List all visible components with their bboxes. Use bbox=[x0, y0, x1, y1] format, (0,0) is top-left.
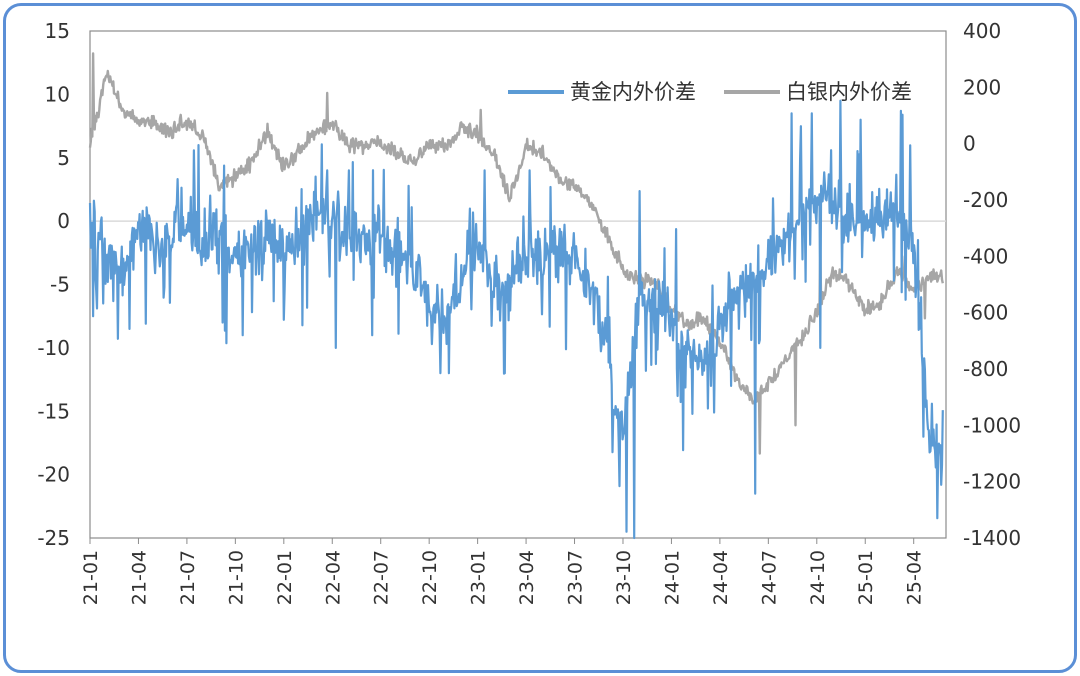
x-tick-label: 21-01 bbox=[80, 550, 102, 605]
left-tick-label: 15 bbox=[45, 19, 70, 43]
x-tick-label: 25-04 bbox=[904, 550, 926, 605]
x-tick-label: 22-07 bbox=[371, 550, 393, 605]
x-axis-ticks: 21-01 21-04 21-07 21-10 22-01 22-04 22-07 22-10… bbox=[80, 538, 926, 605]
left-tick-label: -5 bbox=[50, 273, 70, 297]
x-tick-label: 21-10 bbox=[225, 550, 247, 605]
right-tick-label: -200 bbox=[963, 188, 1008, 212]
left-tick-label: -15 bbox=[37, 399, 70, 423]
left-tick-label: 5 bbox=[57, 146, 70, 170]
right-axis-ticks: 400 200 0 -200 -400 -600 -800 -1000 -1200 -1400 bbox=[963, 19, 1021, 550]
right-tick-label: 400 bbox=[963, 19, 1001, 43]
legend-silver-label: 白银内外价差 bbox=[786, 80, 912, 104]
right-tick-label: -400 bbox=[963, 244, 1008, 268]
chart-frame bbox=[3, 3, 1077, 673]
gold-spread-line bbox=[88, 99, 944, 540]
x-tick-label: 23-10 bbox=[613, 550, 635, 605]
right-tick-label: -800 bbox=[963, 357, 1008, 381]
legend: 黄金内外价差 白银内外价差 bbox=[508, 80, 912, 104]
left-tick-label: -20 bbox=[37, 463, 70, 487]
right-tick-label: -600 bbox=[963, 301, 1008, 325]
x-tick-label: 24-01 bbox=[661, 550, 683, 605]
x-tick-label: 23-01 bbox=[468, 550, 490, 605]
x-tick-label: 21-04 bbox=[128, 550, 150, 605]
left-tick-label: -10 bbox=[37, 336, 70, 360]
right-tick-label: -1200 bbox=[963, 470, 1021, 494]
x-tick-label: 25-01 bbox=[855, 550, 877, 605]
left-tick-label: 0 bbox=[57, 209, 70, 233]
left-axis-ticks: 15 10 5 0 -5 -10 -15 -20 -25 bbox=[37, 19, 70, 550]
series-layer bbox=[88, 52, 944, 540]
x-tick-label: 22-01 bbox=[274, 550, 296, 605]
x-tick-label: 21-07 bbox=[177, 550, 199, 605]
right-tick-label: -1400 bbox=[963, 526, 1021, 550]
plot-area bbox=[89, 30, 947, 539]
silver-spread-line bbox=[88, 52, 944, 455]
right-tick-label: 200 bbox=[963, 75, 1001, 99]
x-tick-label: 24-07 bbox=[758, 550, 780, 605]
left-tick-label: 10 bbox=[45, 82, 70, 106]
x-tick-label: 23-07 bbox=[565, 550, 587, 605]
x-tick-label: 22-04 bbox=[322, 550, 344, 605]
right-tick-label: -1000 bbox=[963, 413, 1021, 437]
legend-gold-label: 黄金内外价差 bbox=[570, 80, 696, 104]
x-tick-label: 24-10 bbox=[807, 550, 829, 605]
x-tick-label: 24-04 bbox=[710, 550, 732, 605]
x-tick-label: 23-04 bbox=[516, 550, 538, 605]
right-tick-label: 0 bbox=[963, 132, 976, 156]
left-tick-label: -25 bbox=[37, 526, 70, 550]
x-tick-label: 22-10 bbox=[419, 550, 441, 605]
